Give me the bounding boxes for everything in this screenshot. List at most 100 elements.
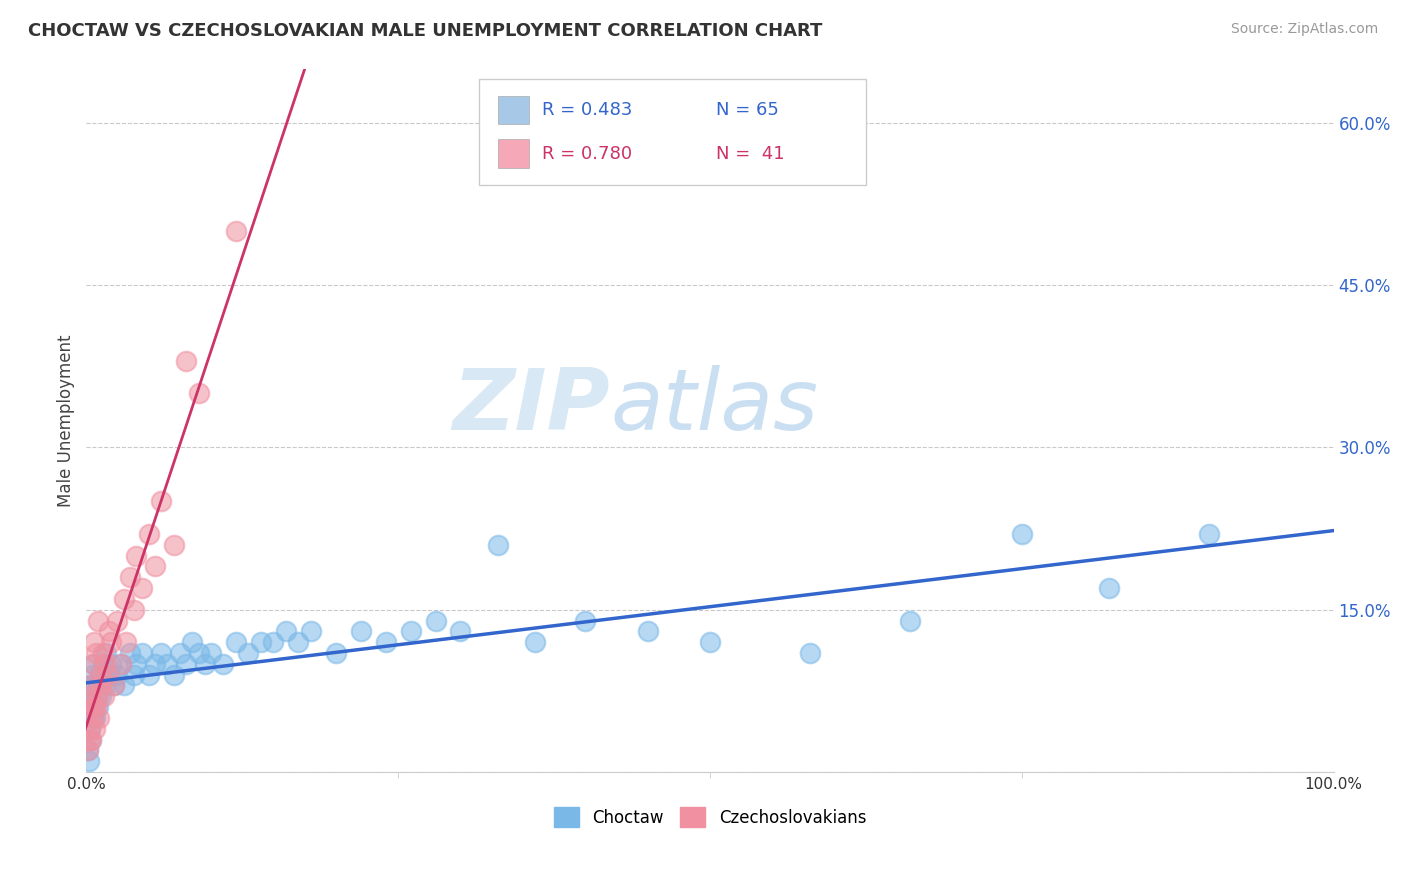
Point [181, 635, 204, 649]
Point [262, 635, 284, 649]
Point [89, 667, 111, 681]
Point [115, 635, 138, 649]
Point [86, 614, 108, 628]
Point [118, 570, 141, 584]
Point [80, 678, 103, 692]
Point [79, 678, 101, 692]
Point [79, 690, 101, 704]
Point [225, 635, 247, 649]
Text: R = 0.780: R = 0.780 [541, 145, 631, 162]
Y-axis label: Male Unemployment: Male Unemployment [58, 334, 75, 507]
Point [169, 646, 191, 660]
Point [799, 646, 821, 660]
Point [486, 538, 509, 552]
Point [100, 657, 122, 671]
Point [156, 657, 179, 671]
Text: atlas: atlas [610, 365, 818, 448]
Text: Source: ZipAtlas.com: Source: ZipAtlas.com [1230, 22, 1378, 37]
Point [91, 646, 114, 660]
Point [84, 646, 107, 660]
Point [90, 690, 112, 704]
Point [112, 678, 135, 692]
Point [87, 711, 110, 725]
Point [637, 624, 659, 639]
Point [79, 722, 101, 736]
Point [125, 657, 148, 671]
Point [898, 614, 921, 628]
Point [131, 646, 153, 660]
Point [138, 667, 160, 681]
Point [162, 538, 184, 552]
Point [238, 646, 260, 660]
Point [174, 353, 197, 368]
Point [84, 690, 107, 704]
Point [100, 635, 122, 649]
Point [425, 614, 447, 628]
Text: ZIP: ZIP [453, 365, 610, 448]
Point [107, 614, 129, 628]
Point [87, 678, 110, 692]
Bar [498, 139, 529, 168]
Point [122, 603, 145, 617]
Point [150, 646, 173, 660]
Point [84, 722, 107, 736]
Point [76, 743, 98, 757]
Point [80, 732, 103, 747]
Point [187, 646, 209, 660]
Text: CHOCTAW VS CZECHOSLOVAKIAN MALE UNEMPLOYMENT CORRELATION CHART: CHOCTAW VS CZECHOSLOVAKIAN MALE UNEMPLOY… [28, 22, 823, 40]
Point [83, 700, 105, 714]
Point [82, 711, 104, 725]
Point [83, 635, 105, 649]
Point [77, 754, 100, 768]
Point [82, 711, 104, 725]
Point [250, 635, 273, 649]
Point [212, 657, 235, 671]
Text: N = 65: N = 65 [716, 101, 779, 120]
Point [86, 700, 108, 714]
Point [96, 646, 118, 660]
Point [450, 624, 472, 639]
Point [699, 635, 721, 649]
Point [112, 591, 135, 606]
Point [287, 635, 309, 649]
Point [1098, 581, 1121, 595]
Point [110, 657, 132, 671]
Point [150, 494, 173, 508]
Point [131, 581, 153, 595]
Point [84, 711, 107, 725]
Point [143, 657, 166, 671]
FancyBboxPatch shape [479, 79, 866, 185]
Point [103, 678, 125, 692]
Point [110, 657, 132, 671]
Point [86, 690, 108, 704]
Point [299, 624, 322, 639]
Point [82, 657, 104, 671]
Point [125, 549, 148, 563]
Point [90, 678, 112, 692]
Point [97, 624, 120, 639]
Point [162, 667, 184, 681]
Legend: Choctaw, Czechoslovakians: Choctaw, Czechoslovakians [547, 800, 873, 834]
Point [225, 224, 247, 238]
Point [143, 559, 166, 574]
Point [187, 386, 209, 401]
Point [107, 667, 129, 681]
Point [374, 635, 396, 649]
Point [103, 678, 125, 692]
Point [94, 657, 117, 671]
Point [83, 700, 105, 714]
Point [77, 700, 100, 714]
Text: N =  41: N = 41 [716, 145, 785, 162]
Point [97, 667, 120, 681]
Point [174, 657, 197, 671]
Point [89, 667, 111, 681]
Bar [498, 96, 529, 124]
Point [200, 646, 222, 660]
Point [84, 700, 107, 714]
Point [80, 732, 103, 747]
Text: R = 0.483: R = 0.483 [541, 101, 631, 120]
Point [96, 667, 118, 681]
Point [1198, 527, 1220, 541]
Point [1011, 527, 1033, 541]
Point [91, 657, 114, 671]
